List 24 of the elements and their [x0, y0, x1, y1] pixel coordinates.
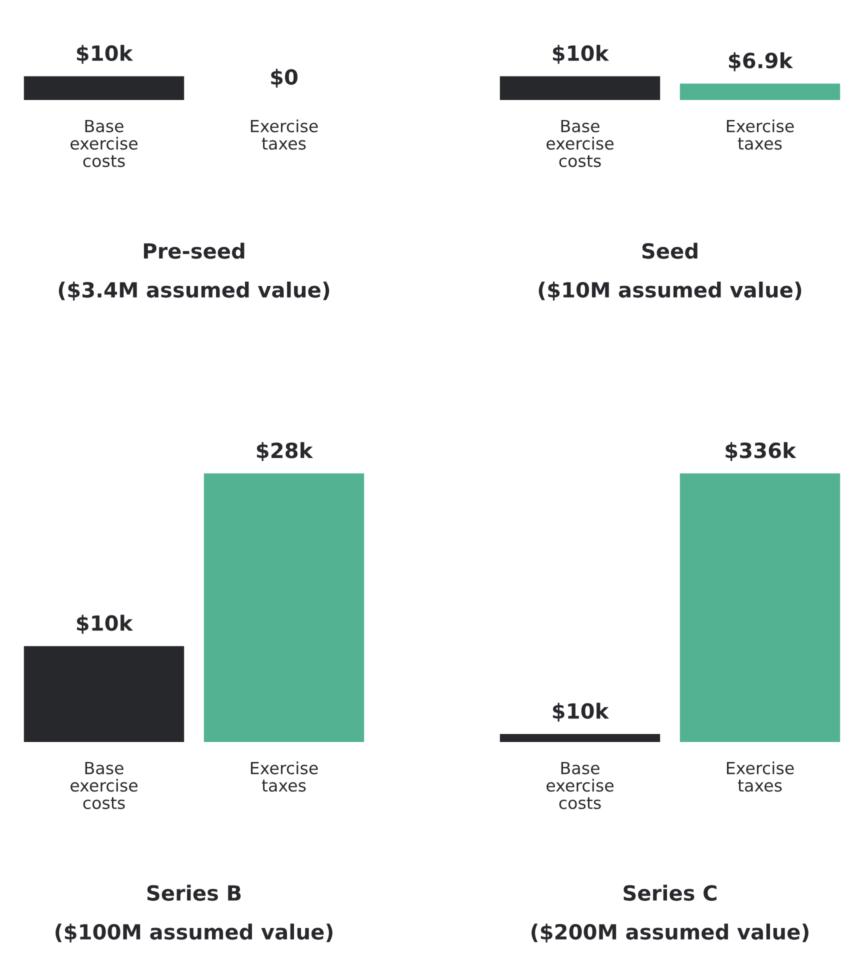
- data-label: $10k: [552, 44, 610, 64]
- x-tick-label: Base exercise costs: [546, 762, 614, 810]
- text: ($100M assumed value): [56, 924, 332, 942]
- x-tick-label: Exercise taxes: [250, 119, 318, 150]
- x-tick-label: Exercise taxes: [250, 761, 318, 792]
- data-label: $0: [271, 68, 298, 88]
- x-tick-label: Exercise taxes: [726, 761, 794, 792]
- x-tick-label: Exercise taxes: [726, 119, 794, 150]
- text: Series B: [147, 884, 241, 901]
- data-label: $28k: [256, 442, 314, 462]
- x-tick-label: Base exercise costs: [70, 762, 138, 810]
- text: Series C: [624, 884, 716, 901]
- text: Seed: [642, 242, 698, 259]
- data-label: $10k: [76, 614, 134, 634]
- text: ($3.4M assumed value): [58, 282, 330, 300]
- text: Pre-seed: [144, 242, 244, 259]
- data-label: $6.9k: [729, 52, 794, 72]
- x-tick-label: Base exercise costs: [546, 120, 614, 168]
- text: ($10M assumed value): [538, 282, 802, 300]
- text: ($200M assumed value): [532, 924, 808, 942]
- data-label: $10k: [552, 702, 610, 722]
- data-label: $336k: [726, 442, 796, 462]
- x-tick-label: Base exercise costs: [70, 120, 138, 168]
- data-label: $10k: [76, 44, 134, 64]
